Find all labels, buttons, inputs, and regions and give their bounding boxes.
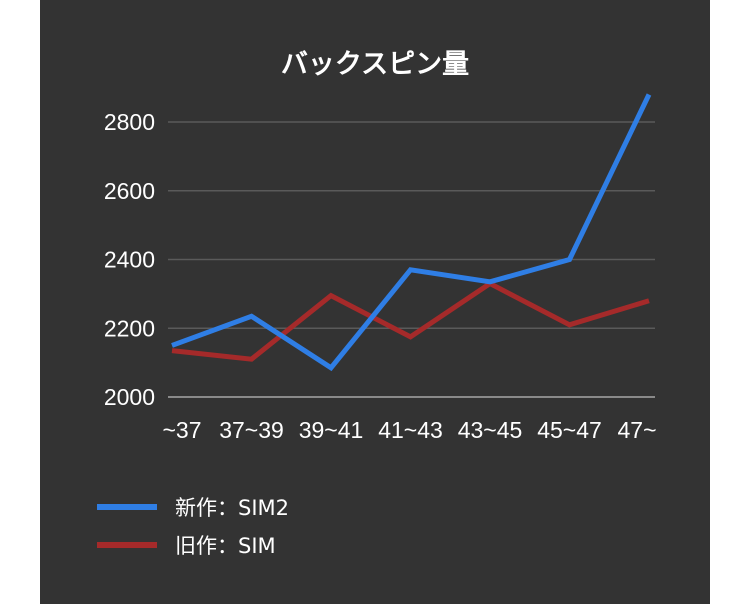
legend-label-sim: 旧作：SIM [175,534,276,558]
gridlines [168,121,655,398]
x-axis-ticks: ~37 37~39 39~41 41~43 43~45 45~47 47~ [162,417,656,443]
chart-title: バックスピン量 [280,49,470,80]
x-tick-label: 47~ [617,417,656,443]
x-tick-label: 45~47 [537,417,602,443]
legend-swatch-sim2 [97,504,157,510]
legend-item-sim2: 新作：SIM2 [97,488,289,526]
legend-item-sim: 旧作：SIM [97,526,289,564]
legend-swatch-sim [97,542,157,548]
legend: 新作：SIM2 旧作：SIM [97,488,289,564]
series-line-sim [171,280,650,362]
legend-label-sim2: 新作：SIM2 [175,496,290,520]
y-tick-label: 2600 [104,178,155,204]
y-tick-label: 2000 [104,384,155,410]
y-tick-label: 2200 [104,315,155,341]
x-tick-label: 39~41 [299,417,364,443]
x-tick-label: ~37 [162,417,201,443]
y-axis-ticks: 2000 2200 2400 2600 2800 [104,109,155,410]
chart-panel [40,0,710,604]
x-tick-label: 37~39 [219,417,284,443]
x-tick-label: 41~43 [378,417,443,443]
series-line-sim2 [171,93,652,372]
series-lines [171,93,652,372]
y-tick-label: 2400 [104,247,155,273]
x-tick-label: 43~45 [458,417,523,443]
y-tick-label: 2800 [104,109,155,135]
